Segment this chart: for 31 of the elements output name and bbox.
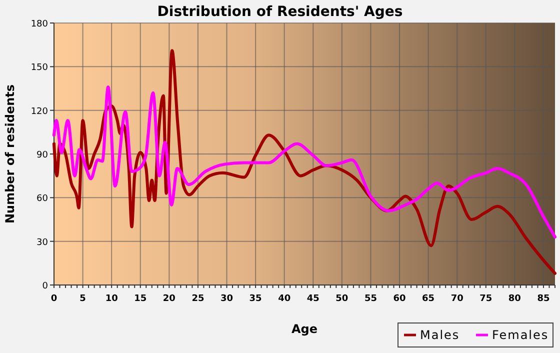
y-tick-label: 150 bbox=[30, 63, 48, 74]
x-tick-label: 30 bbox=[220, 294, 234, 304]
y-axis-title: Number of residents bbox=[3, 84, 17, 224]
x-axis-title: Age bbox=[291, 322, 318, 336]
chart-title: Distribution of Residents' Ages bbox=[157, 4, 403, 20]
x-tick-label: 50 bbox=[336, 294, 348, 304]
x-tick-label: 70 bbox=[450, 294, 464, 304]
y-tick-label: 120 bbox=[30, 106, 48, 117]
x-tick-label: 65 bbox=[422, 294, 435, 304]
x-tick-label: 20 bbox=[162, 294, 176, 304]
x-tick-label: 85 bbox=[537, 294, 550, 304]
x-tick-label: 25 bbox=[192, 294, 204, 304]
y-tick-label: 30 bbox=[36, 238, 48, 248]
y-tick-label: 90 bbox=[36, 150, 48, 160]
x-tick-label: 5 bbox=[80, 294, 86, 304]
x-tick-label: 55 bbox=[364, 294, 377, 304]
x-tick-label: 60 bbox=[393, 294, 406, 304]
x-tick-label: 45 bbox=[306, 294, 320, 304]
legend-label: Females bbox=[492, 328, 549, 342]
x-tick-label: 15 bbox=[134, 294, 147, 304]
y-tick-label: 60 bbox=[36, 194, 48, 204]
x-tick-label: 75 bbox=[480, 294, 492, 304]
x-tick-label: 35 bbox=[249, 294, 262, 304]
y-tick-label: 0 bbox=[42, 282, 48, 292]
line-series bbox=[52, 86, 556, 238]
x-tick-label: 40 bbox=[278, 294, 291, 304]
x-tick-label: 0 bbox=[50, 294, 58, 304]
legend-label: Males bbox=[420, 328, 460, 342]
y-tick-label: 180 bbox=[30, 20, 48, 30]
x-tick-label: 10 bbox=[105, 294, 118, 304]
x-tick-label: 80 bbox=[508, 294, 521, 304]
